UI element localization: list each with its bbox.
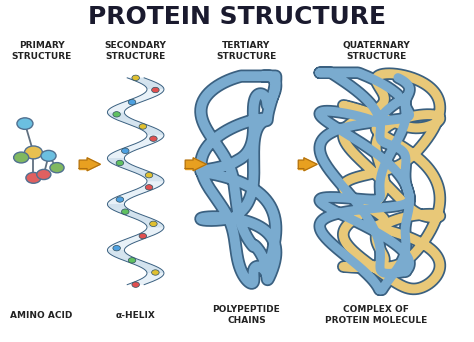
Circle shape	[150, 221, 157, 226]
Circle shape	[113, 246, 120, 251]
Circle shape	[152, 87, 159, 93]
Text: AMINO ACID: AMINO ACID	[10, 311, 73, 320]
Circle shape	[113, 111, 120, 117]
Text: PROTEIN STRUCTURE: PROTEIN STRUCTURE	[88, 5, 386, 29]
Circle shape	[132, 75, 139, 81]
Polygon shape	[304, 158, 317, 171]
Circle shape	[128, 100, 136, 105]
Polygon shape	[193, 158, 206, 171]
Text: POLYPEPTIDE
CHAINS: POLYPEPTIDE CHAINS	[212, 305, 280, 325]
Circle shape	[145, 172, 153, 178]
Circle shape	[116, 197, 124, 202]
Circle shape	[121, 209, 129, 214]
Polygon shape	[79, 160, 87, 169]
Circle shape	[116, 160, 124, 166]
Polygon shape	[298, 160, 304, 169]
Circle shape	[132, 282, 139, 287]
Text: SECONDARY
STRUCTURE: SECONDARY STRUCTURE	[105, 41, 167, 61]
Circle shape	[26, 172, 41, 183]
Circle shape	[128, 258, 136, 263]
Text: COMPLEX OF
PROTEIN MOLECULE: COMPLEX OF PROTEIN MOLECULE	[325, 305, 427, 325]
Text: QUATERNARY
STRUCTURE: QUATERNARY STRUCTURE	[342, 41, 410, 61]
Circle shape	[36, 169, 51, 180]
Circle shape	[152, 270, 159, 275]
Text: PRIMARY
STRUCTURE: PRIMARY STRUCTURE	[11, 41, 72, 61]
Circle shape	[150, 136, 157, 141]
Circle shape	[41, 150, 56, 161]
Circle shape	[14, 152, 29, 163]
Circle shape	[25, 146, 42, 159]
Polygon shape	[185, 160, 193, 169]
Circle shape	[50, 162, 64, 173]
Circle shape	[139, 233, 146, 239]
Circle shape	[17, 118, 33, 129]
Circle shape	[145, 185, 153, 190]
Polygon shape	[87, 158, 100, 171]
Text: α-HELIX: α-HELIX	[116, 311, 155, 320]
Text: TERTIARY
STRUCTURE: TERTIARY STRUCTURE	[216, 41, 276, 61]
Circle shape	[121, 148, 129, 154]
Circle shape	[139, 124, 146, 129]
